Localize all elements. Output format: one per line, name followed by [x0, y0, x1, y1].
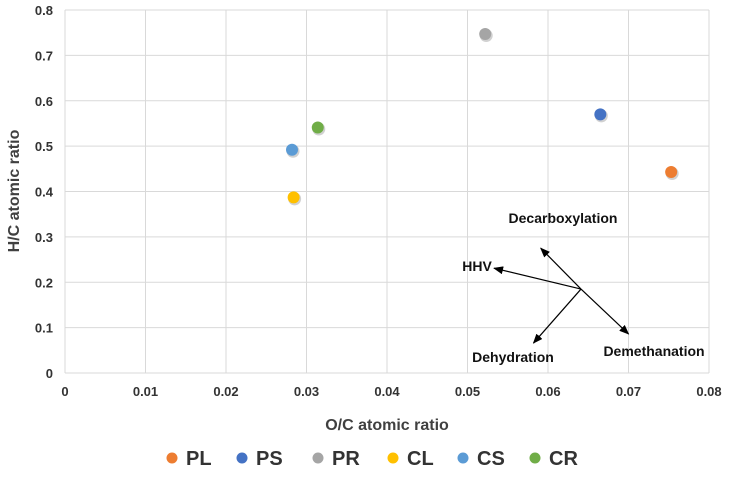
legend-item-ps: PS [236, 448, 283, 470]
arrow-decarboxylation [540, 247, 582, 290]
x-tick-label: 0 [61, 384, 68, 399]
data-points [286, 28, 679, 206]
x-tick-label: 0.02 [213, 384, 238, 399]
y-tick-label: 0.6 [35, 94, 53, 109]
data-point-cr [311, 121, 324, 134]
x-tick-label: 0.05 [455, 384, 480, 399]
annotation-label: HHV [462, 258, 492, 274]
legend-item-cl: CL [387, 448, 434, 470]
legend-label: CR [549, 448, 578, 470]
gridlines [64, 9, 710, 374]
y-axis-title: H/C atomic ratio [6, 129, 23, 252]
legend-marker [236, 452, 248, 464]
legend-marker [387, 452, 399, 464]
y-tick-label: 0.2 [35, 275, 53, 290]
arrow-demethanation [580, 288, 630, 335]
data-point-ps [594, 108, 607, 121]
y-tick-label: 0.5 [35, 139, 53, 154]
legend-item-pr: PR [312, 448, 360, 470]
x-tick-label: 0.01 [133, 384, 158, 399]
x-tick-label: 0.03 [294, 384, 319, 399]
annotation-label: Demethanation [603, 343, 704, 359]
x-tick-label: 0.07 [616, 384, 641, 399]
x-tick-label: 0.08 [696, 384, 721, 399]
data-point-cl [287, 191, 300, 204]
data-point-pr [479, 28, 492, 41]
y-tick-label: 0.7 [35, 48, 53, 63]
legend-marker [166, 452, 178, 464]
legend-item-cs: CS [457, 448, 505, 470]
y-tick-label: 0.4 [35, 185, 54, 200]
legend-item-cr: CR [529, 448, 578, 470]
legend-label: PS [256, 448, 283, 470]
y-tick-label: 0.1 [35, 321, 53, 336]
tick-labels: 0 0.01 0.02 0.03 0.04 0.05 0.06 0.07 0.08 0 0.1 0.2… [35, 3, 722, 399]
y-tick-label: 0 [46, 366, 53, 381]
arrow-hhv [493, 266, 582, 290]
legend-label: PR [332, 448, 360, 470]
arrow-dehydration [532, 288, 582, 344]
legend-label: PL [186, 448, 212, 470]
legend-marker [529, 452, 541, 464]
legend: PL PS PR CL CS CR [166, 448, 578, 470]
legend-marker [457, 452, 469, 464]
x-axis-title: O/C atomic ratio [325, 417, 449, 434]
y-tick-label: 0.3 [35, 230, 53, 245]
x-tick-label: 0.04 [374, 384, 400, 399]
y-tick-label: 0.8 [35, 3, 53, 18]
data-point-cs [286, 143, 299, 156]
legend-marker [312, 452, 324, 464]
legend-item-pl: PL [166, 448, 212, 470]
annotation-arrows: Decarboxylation HHV Dehydration Demethanati… [462, 210, 704, 365]
data-point-pl [665, 165, 678, 178]
legend-label: CS [477, 448, 505, 470]
annotation-label: Dehydration [472, 349, 554, 365]
annotation-label: Decarboxylation [509, 210, 618, 226]
legend-label: CL [407, 448, 434, 470]
x-tick-label: 0.06 [535, 384, 560, 399]
